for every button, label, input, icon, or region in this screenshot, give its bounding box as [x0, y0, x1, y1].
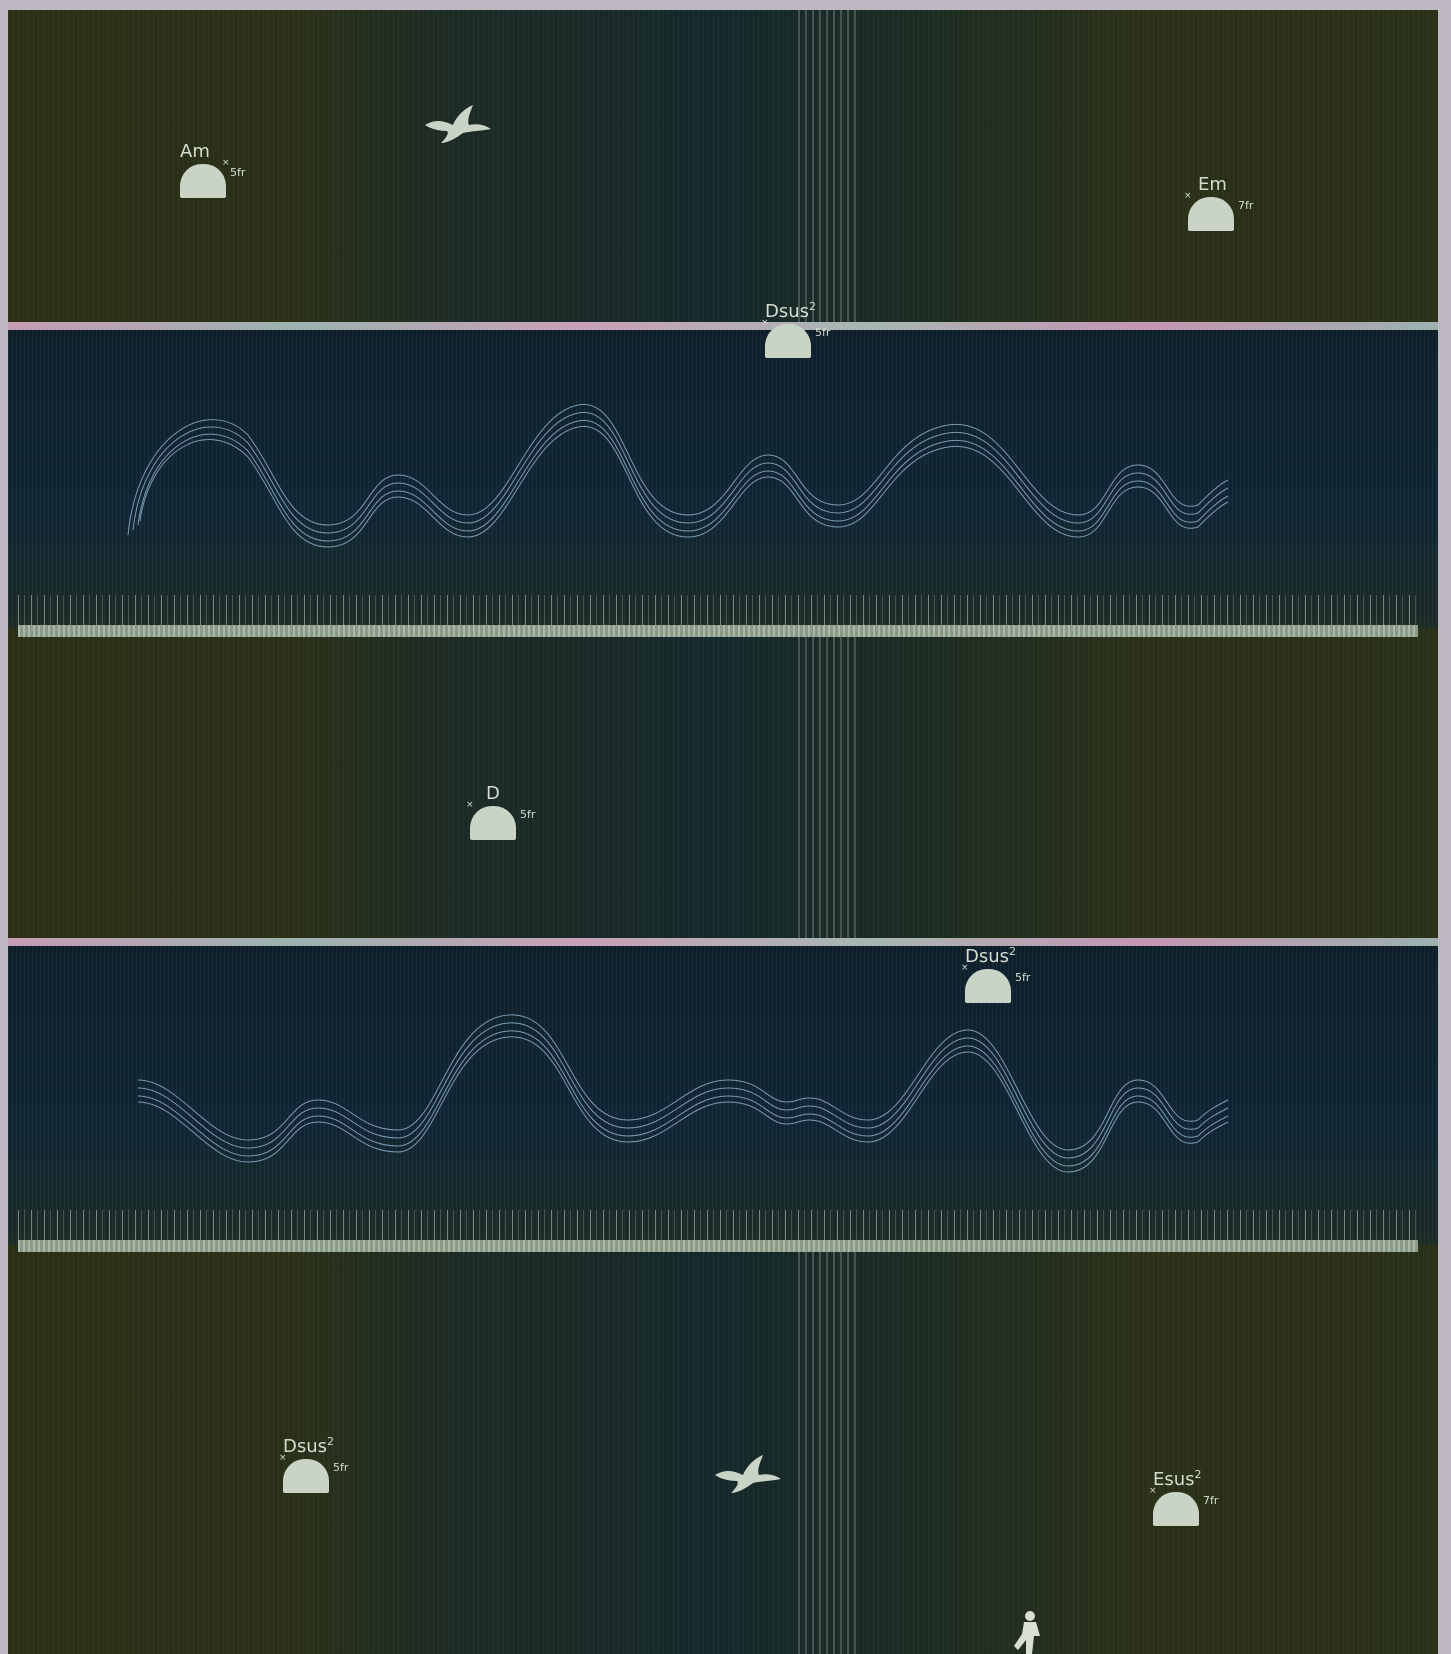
dark-band-top	[8, 328, 1438, 628]
chord-name: Dsus2	[765, 300, 817, 322]
figure-icon	[1014, 1611, 1040, 1654]
chord-shape	[283, 1459, 329, 1493]
chord-name: Dsus2	[283, 1435, 335, 1457]
fret-label: 7fr	[1203, 1494, 1219, 1507]
center-streak	[798, 10, 858, 1654]
chord-name: Esus2	[1153, 1468, 1202, 1490]
pink-divider-top	[8, 322, 1438, 330]
dark-band-bottom	[8, 945, 1438, 1245]
bird-icon	[425, 105, 491, 143]
chord-shape	[965, 969, 1011, 1003]
chord-shape	[765, 324, 811, 358]
mute-mark: ×	[961, 963, 969, 973]
fret-label: 5fr	[230, 166, 246, 179]
wave-band-top	[127, 404, 1229, 548]
mute-mark: ×	[466, 800, 474, 810]
pale-line-top	[18, 625, 1418, 637]
fret-label: 5fr	[333, 1461, 349, 1474]
pale-line-bottom	[18, 1240, 1418, 1252]
mute-mark: ×	[279, 1453, 287, 1463]
mute-mark: ×	[1149, 1486, 1157, 1496]
fret-label: 5fr	[1015, 971, 1031, 984]
chord-shape	[1153, 1492, 1199, 1526]
chord-shape	[470, 806, 516, 840]
mute-mark: ×	[222, 158, 230, 168]
mute-mark: ×	[1184, 191, 1192, 201]
fret-label: 5fr	[520, 808, 536, 821]
pink-divider-bottom	[8, 938, 1438, 946]
mute-mark: ×	[761, 318, 769, 328]
bird-icon	[715, 1455, 781, 1493]
fret-label: 7fr	[1238, 199, 1254, 212]
fret-label: 5fr	[815, 326, 831, 339]
wave-band-bottom	[137, 1014, 1229, 1173]
chord-shape	[180, 164, 226, 198]
chord-name: Dsus2	[965, 945, 1017, 967]
artwork-canvas: Am × 5fr Em × 7fr Dsus2 × 5fr D × 5fr Ds…	[8, 10, 1438, 1654]
chord-shape	[1188, 197, 1234, 231]
chord-name: Em	[1198, 174, 1227, 195]
chord-name: D	[486, 783, 500, 804]
chord-name: Am	[180, 141, 210, 162]
